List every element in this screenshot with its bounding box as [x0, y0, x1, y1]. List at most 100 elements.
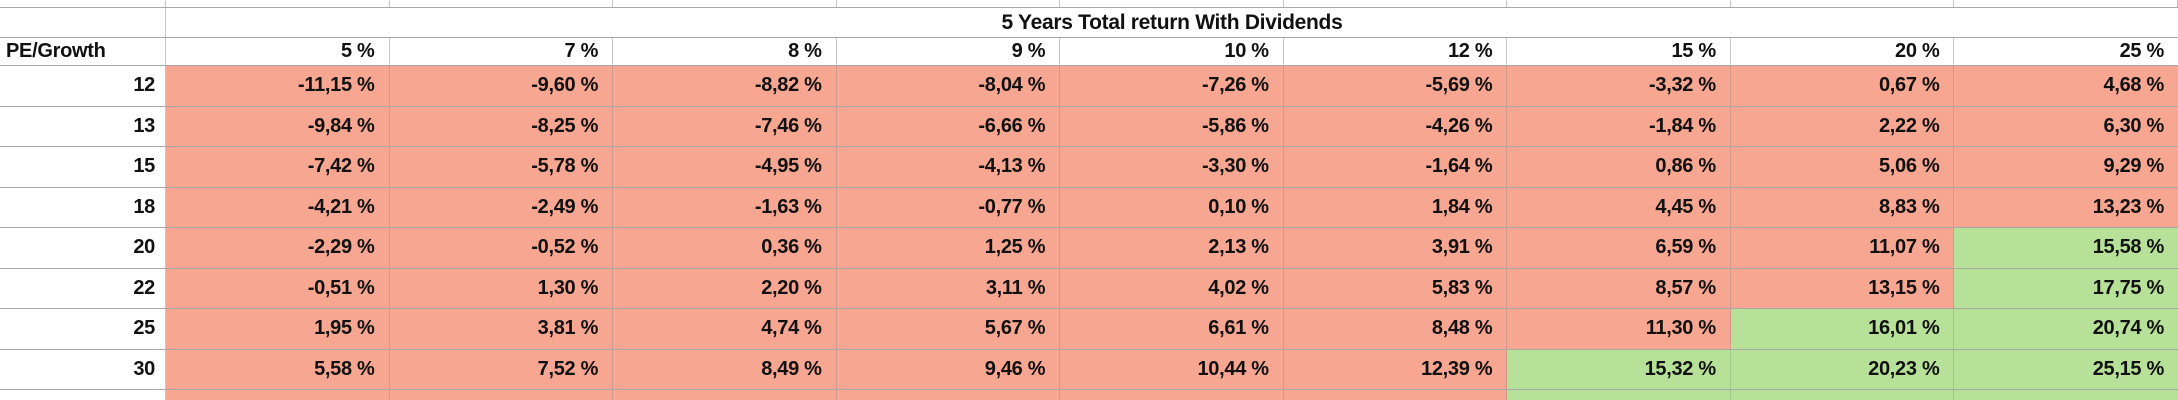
value-cell[interactable]: 2,13 %	[1060, 228, 1284, 268]
value-cell[interactable]: -9,84 %	[166, 106, 390, 146]
row-header-cell[interactable]: 18	[0, 187, 166, 227]
column-header-cell[interactable]: 7 %	[390, 38, 614, 65]
value-cell[interactable]: 17,75 %	[1954, 268, 2178, 308]
value-cell[interactable]: -2,49 %	[389, 187, 614, 227]
value-cell[interactable]: 20,23 %	[1730, 349, 1955, 389]
value-cell[interactable]: -3,32 %	[1507, 66, 1731, 106]
row-header-cell[interactable]: 12	[0, 66, 166, 106]
value-cell[interactable]: 0,67 %	[1730, 66, 1955, 106]
column-header-cell[interactable]: 12 %	[1284, 38, 1508, 65]
value-cell[interactable]: -4,21 %	[166, 187, 390, 227]
column-header-cell[interactable]: 10 %	[1060, 38, 1284, 65]
table-row: 13 -9,84 % -8,25 % -7,46 % -6,66 % -5,86 % -4,…	[0, 106, 2178, 147]
value-cell[interactable]: 1,25 %	[836, 228, 1061, 268]
value-cell[interactable]: -5,78 %	[389, 147, 614, 187]
value-cell[interactable]: -0,51 %	[166, 268, 390, 308]
cropped-cell	[1507, 390, 1731, 400]
value-cell[interactable]: 15,58 %	[1954, 228, 2178, 268]
column-header-cell[interactable]: 5 %	[166, 38, 390, 65]
value-cell[interactable]: -8,25 %	[389, 106, 614, 146]
value-cell[interactable]: 0,10 %	[1060, 187, 1284, 227]
row-header-cell[interactable]: 22	[0, 268, 166, 308]
value-cell[interactable]: 3,91 %	[1283, 228, 1508, 268]
value-cell[interactable]: -1,63 %	[613, 187, 837, 227]
value-cell[interactable]: 5,58 %	[166, 349, 390, 389]
column-header-cell[interactable]: 20 %	[1731, 38, 1955, 65]
cropped-cell	[1060, 390, 1284, 400]
value-cell[interactable]: 20,74 %	[1954, 309, 2178, 349]
value-cell[interactable]: 8,48 %	[1283, 309, 1508, 349]
empty-cell	[166, 0, 390, 7]
value-cell[interactable]: -6,66 %	[836, 106, 1061, 146]
table-row: 12 -11,15 % -9,60 % -8,82 % -8,04 % -7,26 % -5…	[0, 66, 2178, 107]
value-cell[interactable]: 6,59 %	[1507, 228, 1731, 268]
row-header-cell[interactable]: 13	[0, 106, 166, 146]
value-cell[interactable]: 6,61 %	[1060, 309, 1284, 349]
value-cell[interactable]: 6,30 %	[1954, 106, 2178, 146]
value-cell[interactable]: 3,11 %	[836, 268, 1061, 308]
value-cell[interactable]: 8,83 %	[1730, 187, 1955, 227]
column-header-cell[interactable]: 15 %	[1507, 38, 1731, 65]
value-cell[interactable]: 9,29 %	[1954, 147, 2178, 187]
value-cell[interactable]: -8,82 %	[613, 66, 837, 106]
empty-cell	[1284, 0, 1508, 7]
table-row: 15 -7,42 % -5,78 % -4,95 % -4,13 % -3,30 % -1,…	[0, 147, 2178, 188]
value-cell[interactable]: 13,15 %	[1730, 268, 1955, 308]
cropped-cell	[836, 390, 1061, 400]
value-cell[interactable]: 8,49 %	[613, 349, 837, 389]
value-cell[interactable]: -11,15 %	[166, 66, 390, 106]
corner-header-cell[interactable]: PE/Growth	[0, 38, 166, 65]
value-cell[interactable]: 1,95 %	[166, 309, 390, 349]
row-header-cell[interactable]: 25	[0, 309, 166, 349]
column-header-cell[interactable]: 25 %	[2119, 40, 2165, 62]
value-cell[interactable]: 1,30 %	[389, 268, 614, 308]
row-header-cell[interactable]: 20	[0, 228, 166, 268]
value-cell[interactable]: 8,57 %	[1507, 268, 1731, 308]
column-header-cell[interactable]: 8 %	[613, 38, 837, 65]
value-cell[interactable]: 4,74 %	[613, 309, 837, 349]
value-cell[interactable]: 25,15 %	[1954, 349, 2178, 389]
value-cell[interactable]: -7,42 %	[166, 147, 390, 187]
value-cell[interactable]: -4,26 %	[1283, 106, 1508, 146]
value-cell[interactable]: -5,86 %	[1060, 106, 1284, 146]
value-cell[interactable]: -1,84 %	[1507, 106, 1731, 146]
row-header-cell[interactable]: 15	[0, 147, 166, 187]
value-cell[interactable]: 11,07 %	[1730, 228, 1955, 268]
value-cell[interactable]: 11,30 %	[1507, 309, 1731, 349]
row-header-cell[interactable]: 30	[0, 349, 166, 389]
value-cell[interactable]: 0,36 %	[613, 228, 837, 268]
value-cell[interactable]: 16,01 %	[1730, 309, 1955, 349]
value-cell[interactable]: 2,22 %	[1730, 106, 1955, 146]
value-cell[interactable]: -4,95 %	[613, 147, 837, 187]
value-cell[interactable]: 4,02 %	[1060, 268, 1284, 308]
value-cell[interactable]: -0,77 %	[836, 187, 1061, 227]
value-cell[interactable]: 5,67 %	[836, 309, 1061, 349]
value-cell[interactable]: 5,06 %	[1730, 147, 1955, 187]
value-cell[interactable]: -8,04 %	[836, 66, 1061, 106]
column-header-cell[interactable]: 9 %	[837, 38, 1061, 65]
value-cell[interactable]: -7,26 %	[1060, 66, 1284, 106]
value-cell[interactable]: -5,69 %	[1283, 66, 1508, 106]
cropped-cell	[166, 390, 390, 400]
empty-cell	[613, 0, 837, 7]
value-cell[interactable]: -1,64 %	[1283, 147, 1508, 187]
value-cell[interactable]: 0,86 %	[1507, 147, 1731, 187]
value-cell[interactable]: 15,32 %	[1507, 349, 1731, 389]
value-cell[interactable]: 10,44 %	[1060, 349, 1284, 389]
value-cell[interactable]: 3,81 %	[389, 309, 614, 349]
value-cell[interactable]: 7,52 %	[389, 349, 614, 389]
value-cell[interactable]: 1,84 %	[1283, 187, 1508, 227]
value-cell[interactable]: -0,52 %	[389, 228, 614, 268]
value-cell[interactable]: 4,68 %	[1954, 66, 2178, 106]
value-cell[interactable]: 5,83 %	[1283, 268, 1508, 308]
value-cell[interactable]: -4,13 %	[836, 147, 1061, 187]
value-cell[interactable]: 13,23 %	[1954, 187, 2178, 227]
value-cell[interactable]: 4,45 %	[1507, 187, 1731, 227]
value-cell[interactable]: -9,60 %	[389, 66, 614, 106]
value-cell[interactable]: 9,46 %	[836, 349, 1061, 389]
value-cell[interactable]: -3,30 %	[1060, 147, 1284, 187]
value-cell[interactable]: -2,29 %	[166, 228, 390, 268]
value-cell[interactable]: -7,46 %	[613, 106, 837, 146]
value-cell[interactable]: 12,39 %	[1283, 349, 1508, 389]
value-cell[interactable]: 2,20 %	[613, 268, 837, 308]
